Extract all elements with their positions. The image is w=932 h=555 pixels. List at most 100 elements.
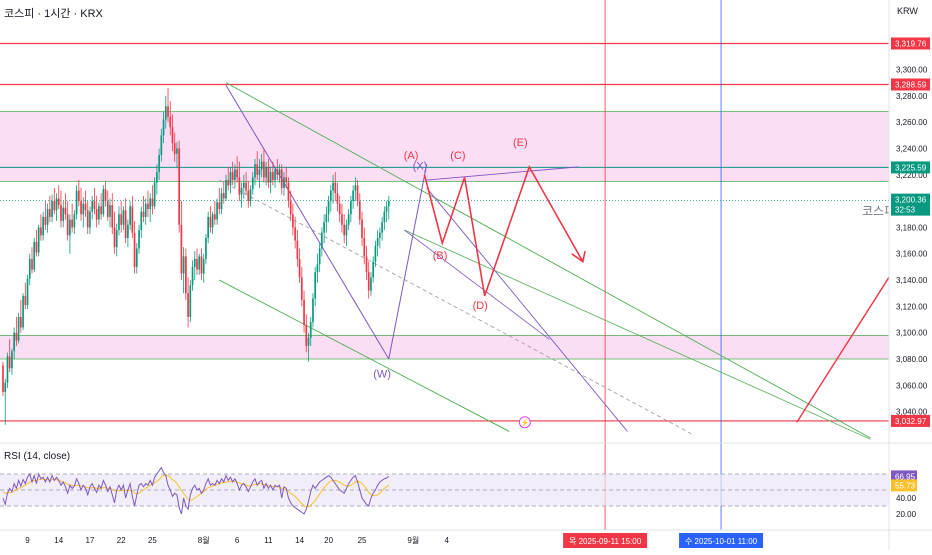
candle-body xyxy=(227,180,230,186)
candle-body xyxy=(131,206,134,233)
candle-body xyxy=(367,272,370,291)
candle-body xyxy=(129,206,131,225)
time-tick-label: 6 xyxy=(235,536,240,545)
price-tick-label: 3,120.00 xyxy=(896,302,928,311)
candle-body xyxy=(256,164,259,175)
candle-body xyxy=(329,190,332,202)
candle-body xyxy=(196,259,198,270)
time-tick-label: 9 xyxy=(25,536,30,545)
candle-body xyxy=(53,201,56,211)
candle-body xyxy=(260,161,263,170)
price-level-value: 3,319.76 xyxy=(895,39,927,48)
candle-body xyxy=(285,177,288,183)
candle-body xyxy=(118,214,120,231)
candle-body xyxy=(69,219,71,236)
candle-body xyxy=(247,190,250,202)
candle-body xyxy=(151,198,154,207)
time-tick-label: 20 xyxy=(324,536,333,545)
candle-body xyxy=(202,259,205,274)
candle-body xyxy=(84,203,87,211)
candle-body xyxy=(91,201,94,212)
candle-body xyxy=(147,203,149,209)
candle-body xyxy=(341,214,343,225)
candle-body xyxy=(356,185,359,202)
candle-body xyxy=(229,172,232,186)
candle-body xyxy=(113,227,116,248)
candle-body xyxy=(37,227,40,253)
candle-body xyxy=(258,169,261,175)
price-tick-label: 3,100.00 xyxy=(896,329,928,338)
candle-body xyxy=(300,277,303,300)
candle-body xyxy=(19,316,22,328)
candle-body xyxy=(234,169,236,181)
wave-label: (C) xyxy=(450,150,465,162)
candle-body xyxy=(278,169,281,175)
candle-body xyxy=(274,169,276,181)
candle-body xyxy=(93,201,96,209)
candle-body xyxy=(276,169,279,175)
candle-body xyxy=(62,207,65,221)
arrow-head xyxy=(571,250,586,263)
candle-body xyxy=(127,224,129,238)
time-tick-label: 22 xyxy=(117,536,126,545)
candle-body xyxy=(236,169,238,178)
candle-body xyxy=(352,190,354,202)
candle-body xyxy=(24,295,27,306)
candle-body xyxy=(8,356,11,369)
wave-label: (X) xyxy=(413,161,428,173)
wave-label: (A) xyxy=(404,150,419,162)
wave-projection-path xyxy=(423,164,584,297)
candle-body xyxy=(354,185,357,191)
price-level-badge xyxy=(891,37,930,50)
candle-body xyxy=(104,189,107,202)
candle-body xyxy=(33,241,36,270)
median-dashed-line xyxy=(219,179,695,436)
candle-body xyxy=(173,143,176,154)
candle-body xyxy=(385,206,388,212)
candle-body xyxy=(309,322,312,338)
candle-body xyxy=(144,203,147,217)
candle-body xyxy=(350,201,352,215)
candle-body xyxy=(312,298,314,323)
candle-body xyxy=(187,293,189,317)
time-tick-label: 25 xyxy=(358,536,367,545)
candle-body xyxy=(321,232,323,249)
wave-label: (B) xyxy=(433,250,448,262)
price-tick-label: 3,220.00 xyxy=(896,171,928,180)
rsi-value-text: 66.95 xyxy=(895,472,916,481)
candle-body xyxy=(263,161,265,178)
candle-body xyxy=(225,180,227,199)
candle-body xyxy=(323,222,325,233)
candle-body xyxy=(135,248,138,267)
candle-body xyxy=(120,214,123,225)
bar-countdown: 32:53 xyxy=(895,206,916,215)
rsi-tick-label: 40.00 xyxy=(896,494,917,503)
candle-body xyxy=(162,119,165,136)
candle-body xyxy=(13,332,15,352)
price-level-badge xyxy=(891,78,930,91)
price-level-badge xyxy=(891,414,930,427)
wave-label: (D) xyxy=(473,300,488,312)
candle-body xyxy=(387,201,390,207)
candle-body xyxy=(178,148,181,225)
time-tick-label: 8월 xyxy=(198,535,210,545)
candle-body xyxy=(51,201,53,217)
rsi-tick-label: 20.00 xyxy=(896,510,917,519)
candle-body xyxy=(149,198,152,209)
candle-body xyxy=(242,182,245,188)
candle-body xyxy=(316,264,319,273)
time-marker-badge xyxy=(563,533,648,548)
candle-body xyxy=(325,214,328,223)
candle-body xyxy=(238,177,241,195)
rsi-value-text: 55.73 xyxy=(895,481,916,490)
candle-body xyxy=(358,201,361,220)
candle-body xyxy=(216,202,218,220)
last-price-value: 3,200.36 xyxy=(895,196,927,205)
candle-body xyxy=(240,187,243,195)
rsi-ma-line xyxy=(2,474,390,508)
candle-body xyxy=(167,106,169,117)
candle-body xyxy=(160,135,163,156)
candle-body xyxy=(82,203,85,215)
